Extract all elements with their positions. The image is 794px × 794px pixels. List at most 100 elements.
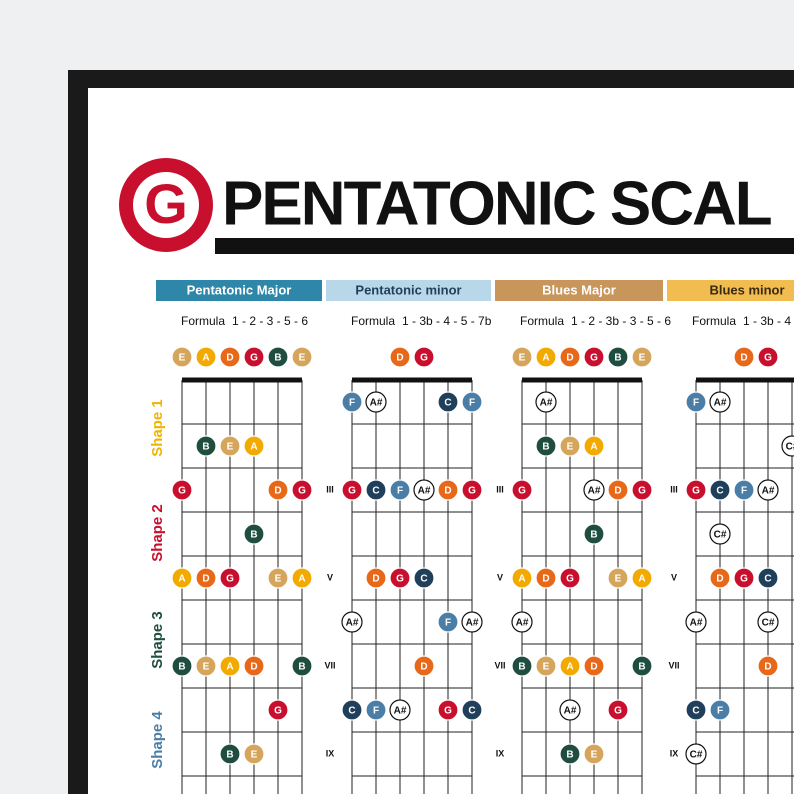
note-dot — [243, 655, 265, 677]
note: C — [692, 706, 699, 717]
note: F — [349, 398, 355, 409]
note-dot — [461, 391, 483, 413]
fret-marker: III — [496, 484, 504, 494]
note-dot — [195, 567, 217, 589]
note: A# — [588, 486, 601, 497]
note-dot — [631, 567, 653, 589]
note-dot — [389, 346, 411, 368]
note-dot — [559, 699, 581, 721]
note-dot — [733, 567, 755, 589]
note: E — [567, 442, 574, 453]
note-dot — [631, 655, 653, 677]
fret-marker: IX — [496, 748, 505, 758]
note-dot — [511, 479, 533, 501]
note-dot — [535, 346, 557, 368]
note: G — [468, 486, 476, 497]
note: D — [202, 574, 209, 585]
note: F — [469, 398, 475, 409]
note: A# — [690, 618, 703, 629]
note-dot — [341, 611, 363, 633]
note: G — [518, 486, 526, 497]
note-dot — [607, 346, 629, 368]
note: C — [372, 486, 379, 497]
note: G — [226, 574, 234, 585]
note-dot — [219, 655, 241, 677]
note: G — [178, 486, 186, 497]
note-dot — [685, 611, 707, 633]
note-dot — [171, 346, 193, 368]
note-dot — [267, 567, 289, 589]
note: E — [179, 353, 186, 364]
note-dot — [365, 567, 387, 589]
note-dot — [437, 611, 459, 633]
note: C — [348, 706, 355, 717]
note: E — [615, 574, 622, 585]
note-dot — [559, 655, 581, 677]
note: C — [468, 706, 475, 717]
shape-label: Shape 4 — [149, 711, 166, 769]
note: F — [693, 398, 699, 409]
note-dot — [341, 479, 363, 501]
formula-label: Formula — [351, 314, 395, 328]
note: G — [250, 353, 258, 364]
note-dot — [389, 567, 411, 589]
note-dot — [511, 346, 533, 368]
note: A — [202, 353, 209, 364]
note-dot — [365, 391, 387, 413]
note: D — [716, 574, 723, 585]
note-dot — [267, 699, 289, 721]
note: G — [590, 353, 598, 364]
note-dot — [583, 523, 605, 545]
note: D — [420, 662, 427, 673]
fret-marker: III — [326, 484, 334, 494]
formula: 1 - 2 - 3 - 5 - 6 — [232, 314, 308, 328]
note: C — [444, 398, 451, 409]
note-dot — [511, 655, 533, 677]
note-dot — [413, 655, 435, 677]
note: G — [298, 486, 306, 497]
note-dot — [685, 391, 707, 413]
note-dot — [195, 435, 217, 457]
note-dot — [171, 567, 193, 589]
note-dot — [631, 346, 653, 368]
note: E — [519, 353, 526, 364]
formula-label: Formula — [520, 314, 564, 328]
note: F — [397, 486, 403, 497]
note-dot — [685, 743, 707, 765]
note: B — [518, 662, 525, 673]
note-dot — [291, 479, 313, 501]
note-dot — [461, 611, 483, 633]
note: G — [638, 486, 646, 497]
note: C# — [786, 442, 794, 453]
note: B — [638, 662, 645, 673]
note: A# — [370, 398, 383, 409]
formula-label: Formula — [181, 314, 225, 328]
note: A# — [714, 398, 727, 409]
note-dot — [559, 567, 581, 589]
note-dot — [413, 346, 435, 368]
note: G — [692, 486, 700, 497]
note-dot — [171, 479, 193, 501]
note: D — [372, 574, 379, 585]
note-dot — [709, 567, 731, 589]
note-dot — [757, 346, 779, 368]
poster-content: G PENTATONIC SCAL Pentatonic Major Formul… — [119, 158, 794, 794]
note-dot — [291, 655, 313, 677]
note: G — [566, 574, 574, 585]
note: D — [250, 662, 257, 673]
note: E — [251, 750, 258, 761]
scale-header — [667, 280, 794, 301]
note: A — [178, 574, 185, 585]
note: B — [566, 750, 573, 761]
note-dot — [219, 743, 241, 765]
note: G — [396, 574, 404, 585]
fret-marker: VII — [494, 660, 505, 670]
note-dot — [511, 567, 533, 589]
note: E — [591, 750, 598, 761]
note: B — [250, 530, 257, 541]
note-dot — [535, 435, 557, 457]
note-dot — [685, 699, 707, 721]
note: C — [420, 574, 427, 585]
